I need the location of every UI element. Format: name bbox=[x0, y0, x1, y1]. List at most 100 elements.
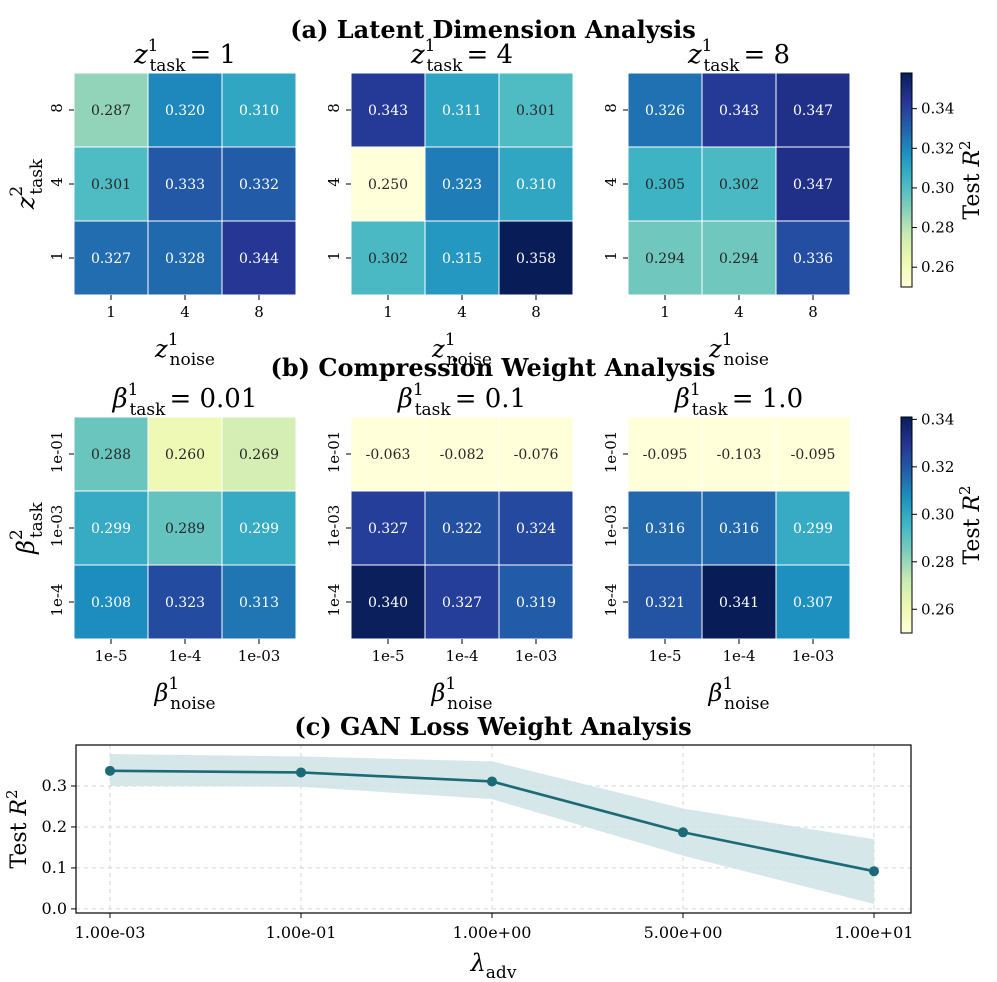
x-tick-label: 4 bbox=[180, 303, 190, 321]
cell-label: 0.311 bbox=[442, 103, 482, 119]
cell-label: 0.327 bbox=[91, 251, 131, 267]
x-tick-label: 4 bbox=[457, 303, 467, 321]
cell-label: 0.260 bbox=[165, 447, 205, 463]
figure: (a) Latent Dimension Analysis (b) Compre… bbox=[0, 0, 997, 982]
colorbar-tick-label: 0.34 bbox=[921, 410, 954, 428]
cell-label: 0.347 bbox=[793, 177, 833, 193]
data-point bbox=[869, 866, 879, 876]
x-tick-label: 1 bbox=[660, 303, 670, 321]
cell-label: 0.344 bbox=[239, 251, 279, 267]
cell-label: 0.333 bbox=[165, 177, 205, 193]
y-tick-label: 1 bbox=[325, 251, 343, 261]
cell-label: 0.347 bbox=[793, 103, 833, 119]
cell-label: 0.323 bbox=[165, 595, 205, 611]
cell-label: -0.095 bbox=[643, 447, 688, 463]
cell-label: 0.307 bbox=[793, 595, 833, 611]
cell-label: 0.269 bbox=[239, 447, 279, 463]
y-tick-label: 1e-4 bbox=[325, 583, 343, 616]
x-tick-label: 1e-4 bbox=[722, 647, 755, 665]
cell-label: 0.328 bbox=[165, 251, 205, 267]
colorbar-label: Test R2 bbox=[956, 140, 985, 219]
data-point bbox=[487, 776, 497, 786]
section-c-title: (c) GAN Loss Weight Analysis bbox=[294, 712, 691, 741]
line-chart: 1.00e-03 1.00e-01 1.00e+00 5.00e+00 1.00e+01… bbox=[3, 745, 913, 982]
colorbar-tick-label: 0.26 bbox=[921, 600, 954, 618]
y-tick-label: 1e-4 bbox=[48, 583, 66, 616]
cell-label: 0.294 bbox=[645, 251, 685, 267]
colorbar-tick-label: 0.32 bbox=[921, 139, 954, 157]
cell-label: 0.322 bbox=[442, 521, 482, 537]
heatmap-title: β1 task = 1.0 bbox=[674, 380, 803, 420]
cell-label: 0.336 bbox=[793, 251, 833, 267]
cell-label: 0.315 bbox=[442, 251, 482, 267]
data-point bbox=[678, 827, 688, 837]
cell-label: 0.319 bbox=[516, 595, 556, 611]
heatmap-b-1: β1 task = 0.010.288 0.260 0.2690.299 0.289 0.2… bbox=[7, 380, 296, 714]
cell-label: 0.326 bbox=[645, 103, 685, 119]
cell-label: 0.299 bbox=[91, 521, 131, 537]
cell-label: 0.327 bbox=[442, 595, 482, 611]
x-tick-label: 1e-5 bbox=[94, 647, 127, 665]
x-tick-label: 1.00e+00 bbox=[453, 923, 532, 942]
heatmap-b-2: β1 task = 0.1-0.063 -0.082 -0.0760.327 0.322 0… bbox=[325, 380, 573, 714]
colorbar-tick-label: 0.32 bbox=[921, 458, 954, 476]
x-tick-label: 1e-03 bbox=[238, 647, 281, 665]
cell-label: 0.358 bbox=[516, 251, 556, 267]
cell-label: 0.289 bbox=[165, 521, 205, 537]
y-tick-label: 1e-01 bbox=[325, 431, 343, 474]
cell-label: 0.327 bbox=[368, 521, 408, 537]
cell-label: 0.288 bbox=[91, 447, 131, 463]
y-axis-label: Test R2 bbox=[3, 789, 32, 868]
cell-label: 0.305 bbox=[645, 177, 685, 193]
x-tick-label: 8 bbox=[254, 303, 264, 321]
x-tick-label: 1.00e-01 bbox=[266, 923, 337, 942]
y-tick-label: 0.0 bbox=[42, 899, 67, 918]
cell-label: -0.082 bbox=[440, 447, 485, 463]
y-tick-label: 8 bbox=[602, 103, 620, 113]
colorbar-b: 0.26 0.28 0.30 0.32 0.34 Test R2 bbox=[901, 410, 985, 633]
colorbar-label: Test R2 bbox=[956, 485, 985, 564]
cell-label: -0.095 bbox=[791, 447, 836, 463]
data-point bbox=[105, 766, 115, 776]
cell-label: 0.332 bbox=[239, 177, 279, 193]
heatmap-a-2: z1 task = 4 0.343 0.311 0.301 0.250 0.323 0.310 0… bbox=[325, 36, 573, 370]
data-point bbox=[296, 767, 306, 777]
cell-label: 0.301 bbox=[516, 103, 556, 119]
cell-label: 0.316 bbox=[645, 521, 685, 537]
cell-label: 0.310 bbox=[516, 177, 556, 193]
colorbar-tick-label: 0.30 bbox=[921, 505, 954, 523]
colorbar-tick-label: 0.28 bbox=[921, 553, 954, 571]
cell-label: 0.294 bbox=[719, 251, 759, 267]
y-tick-label: 4 bbox=[325, 177, 343, 187]
cell-label: 0.299 bbox=[793, 521, 833, 537]
x-tick-label: 1e-5 bbox=[371, 647, 404, 665]
y-tick-label: 1e-01 bbox=[48, 431, 66, 474]
y-tick-label: 1e-03 bbox=[602, 505, 620, 548]
x-tick-label: 1e-5 bbox=[648, 647, 681, 665]
cell-label: -0.103 bbox=[717, 447, 762, 463]
x-axis-label: β1 noise bbox=[707, 674, 769, 714]
cell-label: 0.308 bbox=[91, 595, 131, 611]
cell-label: -0.063 bbox=[366, 447, 411, 463]
y-axis-label: z2task bbox=[7, 158, 47, 210]
colorbar-tick-label: 0.28 bbox=[921, 219, 954, 237]
x-axis-label: z1 noise bbox=[154, 330, 215, 370]
colorbar-tick-label: 0.30 bbox=[921, 179, 954, 197]
colorbar-a: 0.260.280.300.320.34Test R2 bbox=[901, 73, 985, 287]
heatmap-title: z1 task = 8 bbox=[687, 36, 790, 76]
x-axis-label: λadv bbox=[470, 949, 517, 982]
cell-label: 0.320 bbox=[165, 103, 205, 119]
x-tick-label: 1 bbox=[383, 303, 393, 321]
heatmap-title: β1 task = 0.1 bbox=[397, 380, 526, 420]
cell-label: 0.341 bbox=[719, 595, 759, 611]
cell-label: 0.287 bbox=[91, 103, 131, 119]
y-tick-label: 1 bbox=[602, 251, 620, 261]
cell-label: 0.301 bbox=[91, 177, 131, 193]
cell-label: 0.302 bbox=[368, 251, 408, 267]
y-tick-label: 8 bbox=[325, 103, 343, 113]
cell-label: 0.321 bbox=[645, 595, 685, 611]
x-tick-label: 4 bbox=[734, 303, 744, 321]
y-tick-label: 1e-4 bbox=[602, 583, 620, 616]
x-tick-label: 1.00e-03 bbox=[75, 923, 146, 942]
x-tick-label: 8 bbox=[808, 303, 818, 321]
